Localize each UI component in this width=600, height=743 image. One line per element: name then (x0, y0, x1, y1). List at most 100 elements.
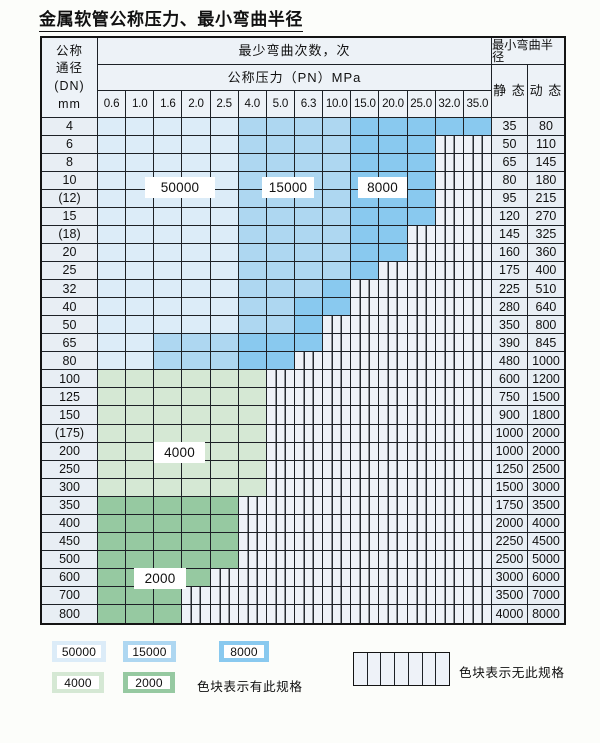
pressure-value-header: 1.0 (126, 91, 155, 118)
dn-cell: 4 (42, 117, 98, 136)
dn-cell: 100 (42, 370, 98, 389)
spec-cell (238, 334, 267, 353)
spec-cell (266, 262, 295, 281)
spec-cell (182, 262, 211, 281)
pressure-value-header: 4.0 (238, 91, 267, 118)
spec-cell (182, 244, 211, 263)
spec-cell (323, 280, 352, 299)
spec-cell (154, 460, 183, 479)
spec-cell (407, 514, 436, 533)
spec-cell (154, 424, 183, 443)
spec-cell (294, 352, 324, 371)
spec-cell (126, 460, 155, 479)
spec-cell (351, 478, 380, 497)
spec-cell (154, 586, 183, 605)
pressure-value-header: 0.6 (98, 91, 127, 118)
spec-cell (98, 496, 127, 515)
dynamic-radius-cell: 4500 (527, 532, 564, 551)
spec-cell (154, 514, 183, 533)
spec-cell (182, 388, 211, 407)
dn-header-line: mm (58, 96, 81, 111)
pressure-value-header: 25.0 (407, 91, 436, 118)
static-radius-cell: 2500 (491, 550, 528, 569)
spec-cell (351, 136, 380, 155)
spec-cell (407, 496, 436, 515)
spec-cell (435, 532, 464, 551)
spec-cell (379, 532, 408, 551)
spec-cell (379, 424, 408, 443)
spec-cell (294, 586, 324, 605)
dynamic-radius-cell: 1000 (527, 352, 564, 371)
spec-cell (98, 316, 127, 335)
spec-cell (294, 496, 324, 515)
spec-cell (266, 478, 295, 497)
pressure-value-header: 1.6 (154, 91, 183, 118)
legend-note-has-spec: 色块表示有此规格 (197, 680, 303, 694)
dn-cell: 65 (42, 334, 98, 353)
cycles-column-group-header: 最少弯曲次数，次 (98, 38, 492, 65)
spec-cell (463, 226, 492, 245)
spec-cell (379, 208, 408, 227)
spec-cell (98, 388, 127, 407)
spec-cell (407, 532, 436, 551)
page-title: 金属软管公称压力、最小弯曲半径 (39, 5, 303, 32)
spec-cell (126, 280, 155, 299)
spec-cell (379, 334, 408, 353)
spec-cell (379, 262, 408, 281)
spec-cell (323, 154, 352, 173)
spec-cell (238, 478, 267, 497)
spec-cell (126, 334, 155, 353)
spec-cell (407, 568, 436, 587)
spec-cell (463, 172, 492, 191)
spec-cell (407, 226, 436, 245)
spec-cell (435, 424, 464, 443)
spec-cell (98, 568, 127, 587)
static-radius-cell: 350 (491, 316, 528, 335)
spec-cell (182, 586, 211, 605)
spec-cell (323, 316, 352, 335)
spec-cell (210, 550, 239, 569)
dynamic-radius-cell: 5000 (527, 550, 564, 569)
spec-cell (126, 117, 155, 136)
dynamic-radius-cell: 270 (527, 208, 564, 227)
static-column-header: 静 态 (491, 64, 528, 118)
spec-cell (238, 532, 267, 551)
pressure-value-header: 10.0 (323, 91, 352, 118)
spec-cell (154, 262, 183, 281)
static-radius-cell: 900 (491, 406, 528, 425)
legend-no-spec-swatch (353, 652, 450, 686)
spec-cell (98, 604, 127, 623)
pressure-value-header: 5.0 (266, 91, 295, 118)
spec-cell (379, 550, 408, 569)
legend-swatch-label: 8000 (224, 645, 264, 659)
spec-cell (182, 316, 211, 335)
spec-cell (463, 496, 492, 515)
spec-cell (294, 406, 324, 425)
spec-cell (154, 244, 183, 263)
static-radius-cell: 1250 (491, 460, 528, 479)
spec-cell (435, 442, 464, 461)
static-radius-cell: 750 (491, 388, 528, 407)
spec-cell (294, 262, 324, 281)
cycles-label-2000: 2000 (134, 568, 186, 589)
spec-cell (379, 586, 408, 605)
spec-cell (98, 226, 127, 245)
spec-cell (154, 136, 183, 155)
dn-cell: 20 (42, 244, 98, 263)
dn-cell: 450 (42, 532, 98, 551)
spec-cell (435, 604, 464, 623)
spec-cell (210, 334, 239, 353)
spec-cell (294, 136, 324, 155)
spec-cell (182, 352, 211, 371)
spec-cell (210, 370, 239, 389)
spec-cell (182, 226, 211, 245)
spec-cell (126, 208, 155, 227)
spec-cell (210, 190, 239, 209)
dynamic-radius-cell: 145 (527, 154, 564, 173)
spec-cell (379, 406, 408, 425)
spec-cell (351, 442, 380, 461)
spec-cell (238, 460, 267, 479)
dn-cell: 40 (42, 298, 98, 317)
spec-cell (351, 568, 380, 587)
dn-header-line: 通径 (55, 61, 83, 76)
